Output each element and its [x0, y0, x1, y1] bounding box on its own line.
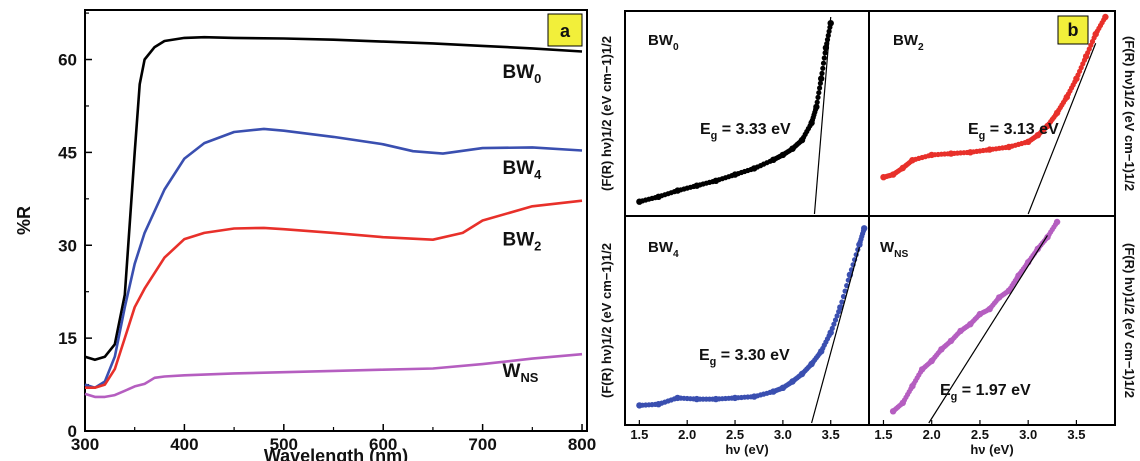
panel-a-reflectance-chart: 300 400 500 600 700 800 0 15 30 45 60 Wavelength (n…: [14, 9, 596, 461]
x-tick-label: 300: [71, 435, 99, 454]
bandgap-label-bw0: Eg = 3.33 eV: [700, 121, 791, 142]
panel-label-bw4: BW4: [648, 239, 679, 260]
tauc-point-interp: [834, 313, 840, 319]
tangent-line-bw2: [1027, 43, 1097, 215]
series-line-bw0: [84, 35, 583, 362]
x-tick-label: 700: [468, 435, 496, 454]
x-tick-label: 500: [270, 435, 298, 454]
x-tick-label: 400: [170, 435, 198, 454]
tauc-point: [1102, 13, 1109, 21]
bandgap-label-wns: Eg = 1.97 eV: [940, 382, 1031, 403]
tauc-point-interp: [814, 99, 820, 105]
series-line-bw4: [84, 127, 583, 390]
tangent-line-bw0: [813, 16, 832, 215]
panel-label-b: b: [1068, 20, 1079, 40]
x-axis-label: hν (eV): [725, 442, 768, 457]
y-axis-label-right: (F(R) hν)1/2 (eV cm−1)1/2: [1122, 36, 1137, 191]
plot-frame: [84, 9, 588, 432]
y-tick-label: 15: [58, 329, 77, 348]
tauc-series-bw0: [636, 16, 834, 215]
tauc-point-interp: [820, 65, 826, 71]
tauc-point: [813, 103, 820, 111]
y-axis-label-right: (F(R) hν)1/2 (eV cm−1)1/2: [1122, 243, 1137, 398]
x-tick-label: 3.0: [1019, 427, 1037, 442]
panel-badge-a: [547, 13, 583, 47]
x-tick-label: 2.5: [726, 427, 744, 442]
tauc-point-interp: [815, 94, 821, 100]
x-tick-label: 1.5: [630, 427, 648, 442]
tauc-point-interp: [832, 317, 839, 323]
panel-b-tauc-plots: BW0 Eg = 3.33 eV BW2 Eg = 3.13 eV BW4 Eg = 3.…: [599, 10, 1137, 457]
x-axis-label: Wavelength (nm): [264, 446, 408, 461]
panel-label-a: a: [560, 21, 571, 41]
panel-label-wns: WNS: [880, 239, 909, 260]
bandgap-label-bw4: Eg = 3.30 eV: [699, 347, 790, 368]
x-tick-label: 2.5: [971, 427, 989, 442]
tauc-point-interp: [821, 55, 827, 61]
tauc-point-interp: [839, 299, 845, 305]
panel-badge-b: [1057, 15, 1089, 45]
x-tick-label: 800: [568, 435, 596, 454]
series-line-bw2: [85, 199, 583, 390]
tauc-point-interp: [831, 321, 837, 327]
series-label-bw2: BW2: [503, 229, 542, 253]
tauc-point-interp: [816, 90, 822, 96]
bandgap-label-bw2: Eg = 3.13 eV: [968, 121, 1059, 142]
x-tick-label: 2.0: [923, 427, 941, 442]
x-tick-label: 3.0: [774, 427, 792, 442]
tauc-point-interp: [829, 325, 835, 331]
tangent-line-wns: [928, 235, 1048, 424]
x-tick-label: 600: [369, 435, 397, 454]
y-tick-label: 45: [58, 143, 77, 162]
tauc-series-bw4: [636, 225, 868, 424]
series-label-bw4: BW4: [503, 158, 543, 182]
y-axis-label-left: (F(R) hν)1/2 (eV cm−1)1/2: [599, 243, 614, 398]
y-axis-label: %R: [14, 206, 34, 235]
tauc-series-bw2: [880, 13, 1109, 215]
series-label-wns: WNS: [503, 361, 539, 385]
y-tick-label: 60: [58, 51, 77, 70]
series-label-bw0: BW0: [503, 62, 542, 86]
panel-label-bw0: BW0: [648, 32, 679, 53]
tangent-line-bw4: [811, 246, 861, 424]
tauc-point: [861, 225, 868, 232]
y-tick-label: 30: [58, 236, 77, 255]
tauc-point: [1053, 218, 1061, 226]
tauc-point: [827, 329, 834, 336]
x-tick-label: 3.5: [822, 427, 840, 442]
y-axis-label-left: (F(R) hν)1/2 (eV cm−1)1/2: [599, 36, 614, 191]
x-tick-label: 2.0: [678, 427, 696, 442]
tauc-point-interp: [820, 60, 827, 66]
tauc-point-interp: [817, 85, 823, 91]
x-axis-label: hν (eV): [970, 442, 1013, 457]
tauc-point-interp: [817, 80, 824, 86]
series-line-wns: [84, 352, 583, 399]
tauc-point-interp: [840, 293, 847, 300]
tauc-series-wns: [889, 218, 1061, 424]
y-tick-label: 0: [68, 422, 77, 441]
panel-label-bw2: BW2: [893, 32, 924, 53]
tauc-point-interp: [842, 288, 848, 294]
tauc-point: [837, 304, 844, 311]
x-tick-label: 3.5: [1067, 427, 1085, 442]
tauc-point: [818, 75, 825, 82]
x-tick-label: 1.5: [874, 427, 892, 442]
tauc-point-interp: [819, 70, 825, 76]
tauc-point-interp: [822, 50, 828, 56]
